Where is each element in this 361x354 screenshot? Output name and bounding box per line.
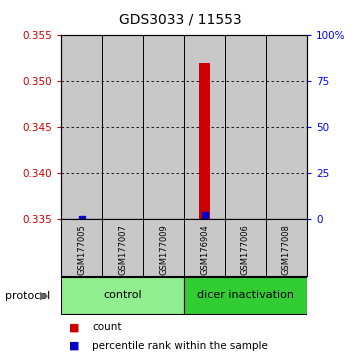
Text: GSM176904: GSM176904 — [200, 224, 209, 275]
Text: protocol: protocol — [5, 291, 50, 301]
Text: count: count — [92, 322, 122, 332]
Text: ▶: ▶ — [40, 291, 49, 301]
Text: GSM177007: GSM177007 — [118, 224, 127, 275]
Text: dicer inactivation: dicer inactivation — [197, 290, 294, 300]
Bar — [102, 35, 143, 219]
Bar — [199, 63, 210, 219]
Bar — [184, 35, 225, 219]
Bar — [184, 277, 307, 314]
Bar — [225, 35, 266, 219]
Bar — [143, 35, 184, 219]
Bar — [61, 277, 184, 314]
Text: GDS3033 / 11553: GDS3033 / 11553 — [119, 12, 242, 27]
Text: GSM177008: GSM177008 — [282, 224, 291, 275]
Text: GSM177005: GSM177005 — [77, 224, 86, 275]
Bar — [61, 35, 102, 219]
Text: ■: ■ — [69, 322, 79, 332]
Bar — [266, 35, 307, 219]
Text: GSM177009: GSM177009 — [159, 224, 168, 275]
Text: GSM177006: GSM177006 — [241, 224, 250, 275]
Text: ■: ■ — [69, 341, 79, 351]
Text: control: control — [104, 290, 142, 300]
Text: percentile rank within the sample: percentile rank within the sample — [92, 341, 268, 351]
